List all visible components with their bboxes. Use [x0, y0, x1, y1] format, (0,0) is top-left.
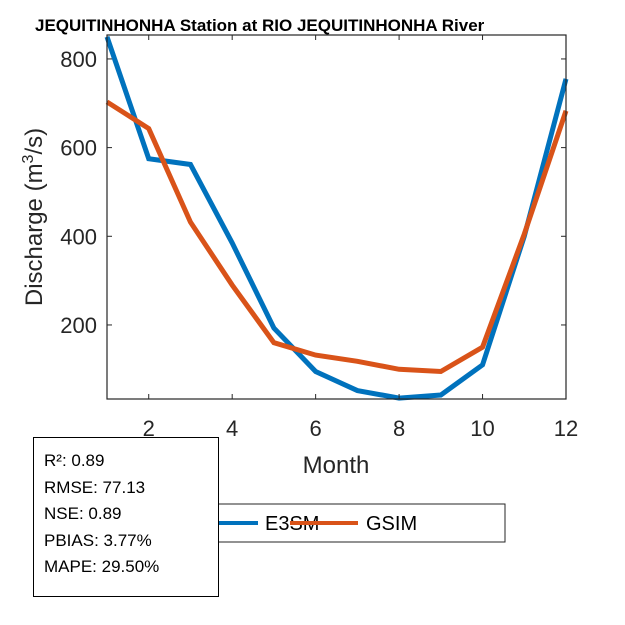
- metric-rmse: RMSE: 77.13: [44, 477, 146, 497]
- y-tick-label: 200: [60, 313, 97, 338]
- x-tick-label: 8: [393, 416, 405, 441]
- y-tick-label: 600: [60, 136, 97, 161]
- axes-box: [106, 34, 567, 400]
- series-line-e3sm: [104, 35, 569, 401]
- y-tick-label: 800: [60, 47, 97, 72]
- x-tick-label: 2: [143, 416, 155, 441]
- x-tick-label: 6: [310, 416, 322, 441]
- legend-label-gsim: GSIM: [366, 513, 417, 535]
- series-line-gsim: [105, 99, 569, 375]
- metric-mape: MAPE: 29.50%: [44, 557, 160, 576]
- metric-nse: NSE: 0.89: [44, 504, 122, 523]
- x-tick-label: 10: [470, 416, 494, 441]
- y-tick-label: 400: [60, 224, 97, 249]
- metric-r2: R²: 0.89: [44, 451, 105, 470]
- x-axis-label: Month: [303, 452, 370, 479]
- chart-title: JEQUITINHONHA Station at RIO JEQUITINHON…: [35, 16, 485, 35]
- metric-pbias: PBIAS: 3.77%: [44, 530, 152, 550]
- plot-area: 2 4 6 8 10 12 200 400 600 800: [60, 34, 578, 441]
- y-axis-label: Discharge (m3/s): [20, 128, 48, 306]
- metrics-box: R²: 0.89 RMSE: 77.13 NSE: 0.89 PBIAS: 3.…: [33, 437, 219, 597]
- x-tick-label: 4: [226, 416, 238, 441]
- legend: E3SM GSIM: [184, 503, 506, 543]
- x-tick-label: 12: [554, 416, 578, 441]
